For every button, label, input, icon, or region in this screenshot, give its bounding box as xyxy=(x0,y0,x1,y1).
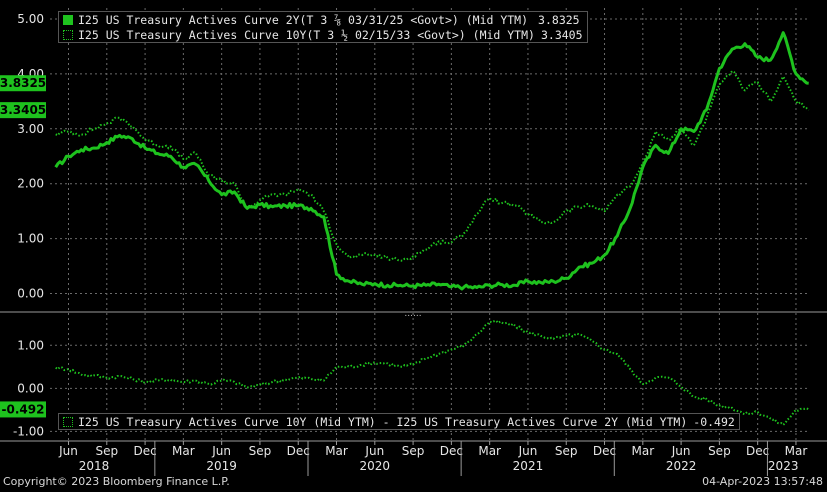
last-value-label: -0.492 xyxy=(2,402,45,416)
top-panel-lines xyxy=(54,31,810,291)
x-year-label: 2018 xyxy=(79,459,110,473)
x-month-label: Mar xyxy=(325,444,348,458)
x-axis: Jun Sep Dec Mar Jun Sep Dec Mar Jun Sep Dec Mar Jun S… xyxy=(58,441,807,476)
y-tick-label: 3.00 xyxy=(17,122,44,136)
x-month-label: Mar xyxy=(478,444,501,458)
last-value-label: 3.3405 xyxy=(0,103,46,117)
x-year-label: 2022 xyxy=(666,459,697,473)
y-tick-label: 5.00 xyxy=(17,12,44,26)
last-value-badge xyxy=(0,102,46,119)
copyright-text: Copyright© 2023 Bloomberg Finance L.P. xyxy=(3,475,230,488)
timestamp-text: 04-Apr-2023 13:57:48 xyxy=(702,475,823,488)
x-month-label: Sep xyxy=(708,444,731,458)
legend-label-spread: I25 US Treasury Actives Curve 10Y (Mid Y… xyxy=(78,414,688,429)
series-line-0-0 xyxy=(54,31,809,291)
x-month-label: Mar xyxy=(172,444,195,458)
top-legend: I25 US Treasury Actives Curve 2Y(T 3 ⅞ 0… xyxy=(58,11,588,43)
legend-label-10y: I25 US Treasury Actives Curve 10Y(T 3 ½ … xyxy=(78,27,535,42)
bottom-panel-lines xyxy=(55,319,810,426)
bottom-legend: I25 US Treasury Actives Curve 10Y (Mid Y… xyxy=(58,413,740,430)
x-month-label: Sep xyxy=(95,444,118,458)
y-tick-label: 0.00 xyxy=(17,287,44,301)
dotted-line-swatch-icon xyxy=(63,416,73,427)
x-month-label: Dec xyxy=(287,444,310,458)
top-panel-grid xyxy=(50,8,810,310)
x-month-label: Jun xyxy=(518,444,538,458)
x-month-label: Dec xyxy=(746,444,769,458)
x-month-label: Jun xyxy=(364,444,384,458)
x-year-label: 2019 xyxy=(206,459,237,473)
x-year-label: 2023 xyxy=(768,459,799,473)
legend-item-10y[interactable]: I25 US Treasury Actives Curve 10Y(T 3 ½ … xyxy=(59,27,587,42)
x-month-label: Jun xyxy=(211,444,231,458)
x-year-label: 2021 xyxy=(513,459,544,473)
x-month-label: Mar xyxy=(785,444,808,458)
y-tick-label: 2.00 xyxy=(17,177,44,191)
legend-item-2y[interactable]: I25 US Treasury Actives Curve 2Y(T 3 ⅞ 0… xyxy=(59,12,587,27)
legend-label-2y: I25 US Treasury Actives Curve 2Y(T 3 ⅞ 0… xyxy=(78,12,529,27)
x-month-label: Dec xyxy=(440,444,463,458)
legend-item-spread[interactable]: I25 US Treasury Actives Curve 10Y (Mid Y… xyxy=(59,414,739,429)
x-year-label: 2020 xyxy=(360,459,391,473)
x-month-label: Dec xyxy=(133,444,156,458)
y-tick-label: 1.00 xyxy=(17,232,44,246)
dotted-line-swatch-icon xyxy=(63,29,73,40)
x-month-label: Jun xyxy=(671,444,691,458)
series-line-1-0 xyxy=(55,319,810,426)
y-tick-label: 1.00 xyxy=(17,338,44,352)
last-value-badge xyxy=(0,401,46,418)
legend-value-spread: -0.492 xyxy=(693,414,735,429)
y-tick-label: 0.00 xyxy=(17,381,44,395)
solid-line-swatch-icon xyxy=(63,14,73,25)
x-month-label: Dec xyxy=(593,444,616,458)
legend-value-10y: 3.3405 xyxy=(540,27,583,42)
x-month-label: Sep xyxy=(555,444,578,458)
x-month-label: Mar xyxy=(631,444,654,458)
panel-resize-handle[interactable]: ...... xyxy=(404,309,421,319)
x-month-label: Sep xyxy=(402,444,425,458)
y-tick-label: -1.00 xyxy=(13,424,44,438)
last-value-badges: 3.8325 3.3405 -0.492 xyxy=(0,75,46,418)
legend-value-2y: 3.8325 xyxy=(538,12,580,27)
last-value-label: 3.8325 xyxy=(0,76,46,90)
last-value-badge xyxy=(0,75,46,92)
x-month-label: Jun xyxy=(58,444,78,458)
x-month-label: Sep xyxy=(249,444,272,458)
